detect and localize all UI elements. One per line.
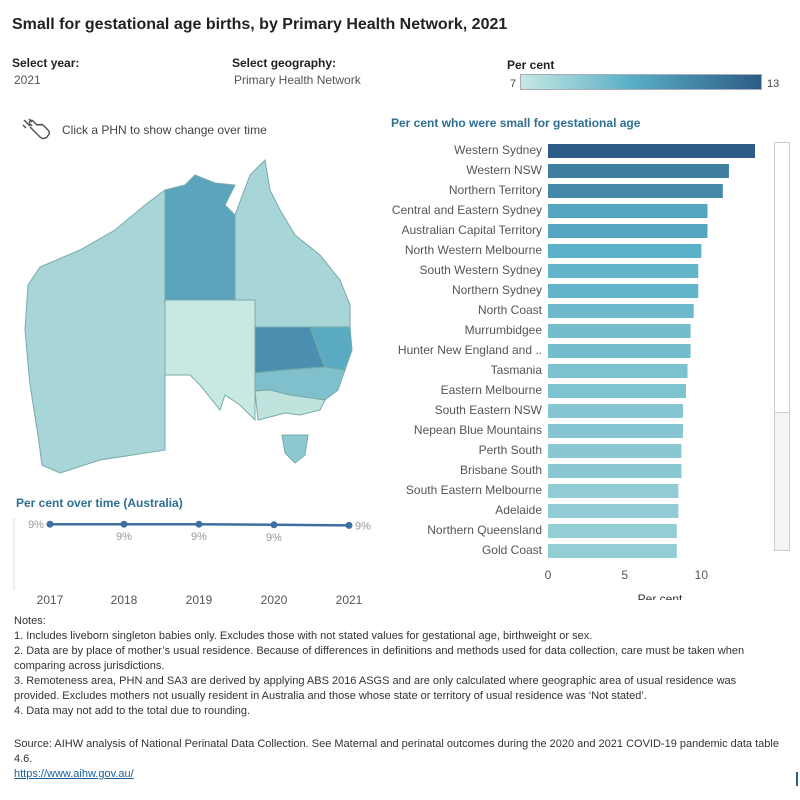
bar-category-label: Perth South xyxy=(479,443,542,457)
bar[interactable] xyxy=(548,224,708,238)
time-point[interactable] xyxy=(270,521,278,529)
bar-category-label: Murrumbidgee xyxy=(465,323,543,337)
bar-category-label: Australian Capital Territory xyxy=(401,223,542,237)
bar-category-label: Nepean Blue Mountains xyxy=(414,423,542,437)
bar[interactable] xyxy=(548,384,686,398)
x-tick-label: 0 xyxy=(545,568,552,582)
time-point[interactable] xyxy=(195,520,203,528)
map-region-victoria[interactable] xyxy=(254,389,326,421)
year-tick-label: 2020 xyxy=(261,593,288,607)
bar[interactable] xyxy=(548,484,679,498)
horizontal-bar-chart: Western Sydney Western NSW Northern Territ… xyxy=(392,143,755,600)
bar[interactable] xyxy=(548,304,694,318)
time-point-label: 9% xyxy=(191,531,207,543)
year-tick-label: 2017 xyxy=(37,593,64,607)
bar-category-label: Eastern Melbourne xyxy=(441,383,543,397)
bar[interactable] xyxy=(548,324,691,338)
time-point-label: 9% xyxy=(28,519,44,531)
time-chart-title: Per cent over time (Australia) xyxy=(16,496,183,510)
bar[interactable] xyxy=(548,504,679,518)
map-region-western-australia[interactable] xyxy=(24,189,166,474)
x-tick-label: 5 xyxy=(621,568,628,582)
year-tick-label: 2018 xyxy=(111,593,138,607)
bar-chart-title: Per cent who were small for gestational … xyxy=(391,116,641,130)
bar-category-label: South Eastern Melbourne xyxy=(406,483,542,497)
bar-category-label: Northern Territory xyxy=(449,183,542,197)
bar[interactable] xyxy=(548,444,682,458)
bar[interactable] xyxy=(548,144,755,158)
x-tick-label: 10 xyxy=(695,568,709,582)
bar[interactable] xyxy=(548,244,702,258)
legend-title: Per cent xyxy=(507,58,555,72)
bar-category-label: Western NSW xyxy=(466,163,542,177)
source-section: Source: AIHW analysis of National Perina… xyxy=(14,737,794,782)
time-point[interactable] xyxy=(345,521,353,529)
time-point[interactable] xyxy=(120,520,128,528)
note-1: 1. Includes liveborn singleton babies on… xyxy=(14,630,593,642)
time-point-label: 9% xyxy=(355,520,371,532)
bar[interactable] xyxy=(548,164,729,178)
bar-category-label: South Western Sydney xyxy=(419,263,542,277)
bar-chart-scrollbar[interactable] xyxy=(774,142,790,551)
scrollbar-thumb[interactable] xyxy=(775,143,789,413)
source-link[interactable]: https://www.aihw.gov.au/ xyxy=(14,768,134,780)
note-2: 2. Data are by place of mother’s usual r… xyxy=(14,645,745,672)
bar[interactable] xyxy=(548,424,683,438)
map-region-tasmania[interactable] xyxy=(281,434,309,464)
year-select-label: Select year: xyxy=(12,56,80,70)
bar[interactable] xyxy=(548,344,691,358)
geography-select[interactable]: Primary Health Network xyxy=(234,73,361,87)
legend-max-label: 13 xyxy=(767,78,780,90)
bar[interactable] xyxy=(548,264,699,278)
australia-phn-map[interactable] xyxy=(20,155,380,485)
note-4: 4. Data may not add to the total due to … xyxy=(14,705,251,717)
note-3: 3. Remoteness area, PHN and SA3 are deri… xyxy=(14,675,737,702)
bar[interactable] xyxy=(548,404,683,418)
bar[interactable] xyxy=(548,364,688,378)
bar-category-label: North Coast xyxy=(478,303,543,317)
legend-min-label: 7 xyxy=(510,78,517,90)
map-region-south-australia[interactable] xyxy=(164,299,256,422)
geography-select-label: Select geography: xyxy=(232,56,337,70)
page-title: Small for gestational age births, by Pri… xyxy=(12,16,508,33)
year-tick-label: 2021 xyxy=(336,593,363,607)
bar-category-label: Gold Coast xyxy=(482,543,543,557)
bar-category-label: North Western Melbourne xyxy=(405,243,543,257)
time-point[interactable] xyxy=(46,520,54,528)
bar-category-label: South Eastern NSW xyxy=(435,403,543,417)
click-hint-text: Click a PHN to show change over time xyxy=(62,123,267,137)
bar-category-label: Northern Queensland xyxy=(427,523,542,537)
bar-category-label: Brisbane South xyxy=(460,463,542,477)
bar-category-label: Adelaide xyxy=(495,503,542,517)
time-line-chart: 9% 2017 9% 2018 9% 2019 9% 2020 9% 2021 xyxy=(13,518,371,607)
bar-category-label: Northern Sydney xyxy=(452,283,542,297)
bar[interactable] xyxy=(548,544,677,558)
bar[interactable] xyxy=(548,204,708,218)
click-hint: Click a PHN to show change over time xyxy=(20,117,267,143)
source-text: Source: AIHW analysis of National Perina… xyxy=(14,738,779,765)
bar[interactable] xyxy=(548,184,723,198)
bar-category-label: Hunter New England and .. xyxy=(398,343,542,357)
map-region-northern-territory[interactable] xyxy=(164,174,236,301)
bar-category-label: Western Sydney xyxy=(454,143,542,157)
notes-section: Notes: 1. Includes liveborn singleton ba… xyxy=(14,614,784,719)
bar[interactable] xyxy=(548,524,677,538)
time-point-label: 9% xyxy=(116,531,132,543)
bar-category-label: Tasmania xyxy=(491,363,543,377)
year-tick-label: 2019 xyxy=(186,593,213,607)
bar[interactable] xyxy=(548,284,699,298)
hand-pointer-icon xyxy=(22,118,51,140)
bar[interactable] xyxy=(548,464,682,478)
x-axis-title: Per cent xyxy=(638,592,683,600)
notes-heading: Notes: xyxy=(14,615,46,627)
corner-marker xyxy=(796,772,798,786)
color-legend-bar xyxy=(520,74,762,90)
bar-category-label: Central and Eastern Sydney xyxy=(392,203,542,217)
time-point-label: 9% xyxy=(266,532,282,544)
year-select[interactable]: 2021 xyxy=(14,73,41,87)
